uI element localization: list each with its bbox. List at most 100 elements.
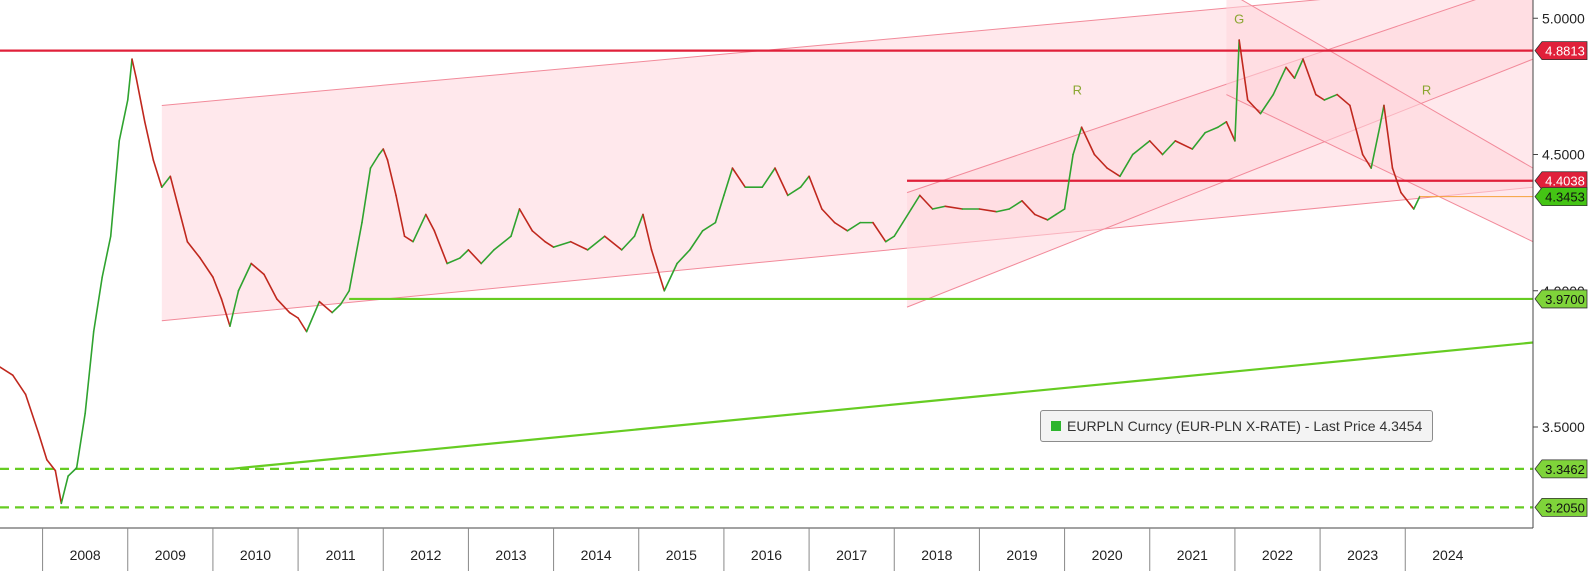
price-segment xyxy=(1238,39,1249,101)
price-segment xyxy=(1259,93,1275,115)
price-segment xyxy=(386,159,397,197)
price-segment xyxy=(1174,140,1194,150)
price-segment xyxy=(633,213,644,238)
price-tag-4.3453: 4.3453 xyxy=(1534,187,1588,207)
marker-R-3: R xyxy=(1422,83,1431,98)
price-segment xyxy=(75,412,86,469)
x-tick-label: 2014 xyxy=(581,547,612,563)
price-segment xyxy=(808,175,823,210)
price-segment xyxy=(901,208,913,224)
price-segment xyxy=(275,298,291,314)
price-tag-label: 3.3462 xyxy=(1545,462,1585,477)
price-segment xyxy=(1272,66,1287,96)
price-segment xyxy=(799,175,810,188)
price-segment xyxy=(220,298,231,327)
price-segment xyxy=(620,235,636,251)
price-segment xyxy=(689,230,704,251)
price-segment xyxy=(723,167,734,197)
price-segment xyxy=(1400,191,1411,205)
price-tag-box xyxy=(1534,459,1588,479)
price-tag-3.3462: 3.3462 xyxy=(1534,459,1588,479)
y-tick-label: 4.5000 xyxy=(1542,147,1585,163)
price-segment xyxy=(382,148,389,161)
price-segment xyxy=(701,221,717,232)
price-segment xyxy=(1225,121,1236,142)
price-segment xyxy=(84,330,95,415)
price-segment xyxy=(152,159,163,188)
x-tick-label: 2012 xyxy=(410,547,441,563)
price-segment xyxy=(339,289,350,306)
channel-upper-edge-3 xyxy=(1240,0,1534,169)
price-segment xyxy=(1383,104,1394,169)
price-segment xyxy=(425,213,436,232)
price-segment xyxy=(642,213,653,251)
price-segment xyxy=(1008,200,1023,210)
price-segment xyxy=(403,235,414,243)
price-segment xyxy=(305,300,321,333)
price-segment xyxy=(944,205,964,210)
price-segment xyxy=(821,208,836,224)
price-segment xyxy=(872,221,887,243)
price-segment xyxy=(1234,39,1240,142)
price-segment xyxy=(846,221,861,232)
price-segment xyxy=(118,99,129,142)
price-segment xyxy=(446,257,461,265)
price-segment xyxy=(433,230,448,265)
price-segment xyxy=(1046,213,1057,221)
price-segment xyxy=(101,235,112,278)
price-segment xyxy=(1119,153,1134,178)
price-tag-3.9700: 3.9700 xyxy=(1534,289,1588,309)
channel-lower-edge-2 xyxy=(906,58,1534,308)
price-segment xyxy=(1161,140,1177,156)
price-segment xyxy=(263,273,278,300)
price-tag-label: 4.4038 xyxy=(1545,174,1585,189)
price-segment xyxy=(331,303,342,314)
price-segment xyxy=(288,311,299,319)
price-segment xyxy=(348,221,363,292)
price-segment xyxy=(1302,58,1317,96)
x-tick-label: 2020 xyxy=(1092,547,1123,563)
price-tag-label: 4.3453 xyxy=(1545,190,1585,205)
price-segment xyxy=(1246,99,1262,115)
legend-text: EURPLN Curncy (EUR-PLN X-RATE) - Last Pr… xyxy=(1067,418,1423,434)
price-segment xyxy=(833,221,849,232)
price-segment xyxy=(361,167,372,224)
channel-upper-edge-1 xyxy=(161,0,1321,106)
price-segment xyxy=(1408,202,1415,210)
x-tick-label: 2015 xyxy=(666,547,697,563)
price-segment xyxy=(1072,126,1083,156)
price-segment xyxy=(229,289,240,327)
price-segment xyxy=(1191,131,1206,150)
x-tick-label: 2011 xyxy=(326,547,356,563)
price-segment xyxy=(250,262,265,276)
price-segment xyxy=(199,257,214,278)
price-segment xyxy=(1093,153,1108,169)
price-tag-box xyxy=(1534,289,1588,309)
price-segment xyxy=(1148,140,1164,156)
x-tick-label: 2022 xyxy=(1262,547,1293,563)
price-segment xyxy=(467,249,482,265)
price-segment xyxy=(1412,195,1421,210)
price-segment xyxy=(186,240,201,259)
price-segment xyxy=(169,175,180,210)
price-segment xyxy=(412,213,427,243)
price-segment xyxy=(1131,140,1151,156)
channel-fill-2 xyxy=(907,0,1533,308)
price-tag-box xyxy=(1534,171,1588,191)
x-tick-label: 2024 xyxy=(1432,547,1463,563)
price-segment xyxy=(663,262,678,292)
price-segment xyxy=(586,235,606,251)
price-segment xyxy=(531,230,546,243)
price-segment xyxy=(369,153,380,169)
price-segment xyxy=(1293,58,1304,79)
price-tags-layer: 4.8813 4.4038 3.9700 3.3462 3.2050 4.3453 xyxy=(1534,41,1588,517)
price-segment xyxy=(60,475,69,505)
price-segment xyxy=(1391,167,1402,194)
price-segment xyxy=(131,58,138,79)
markers-layer: G R R xyxy=(1073,12,1432,98)
price-segment xyxy=(395,194,406,238)
price-segment xyxy=(1336,93,1351,107)
price-segment xyxy=(650,249,666,292)
price-segment xyxy=(544,240,555,248)
price-segment xyxy=(54,469,63,505)
